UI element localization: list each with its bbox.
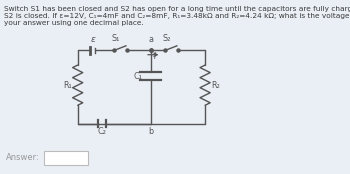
Text: R₂: R₂ <box>212 81 220 90</box>
Text: R₁: R₁ <box>63 81 72 90</box>
Text: I: I <box>154 52 156 61</box>
Text: Switch S1 has been closed and S2 has open for a long time until the capacitors a: Switch S1 has been closed and S2 has ope… <box>4 6 350 12</box>
Text: S2 is closed. If ε=12V, C₁=4mF and C₂=8mF, R₁=3.48kΩ and R₂=4.24 kΩ; what is the: S2 is closed. If ε=12V, C₁=4mF and C₂=8m… <box>4 13 350 19</box>
Text: S₁: S₁ <box>112 34 120 43</box>
Text: C₂: C₂ <box>97 127 106 136</box>
Text: Answer:: Answer: <box>6 153 40 163</box>
Text: C₁: C₁ <box>134 72 142 81</box>
Text: your answer using one decimal place.: your answer using one decimal place. <box>4 20 144 26</box>
Text: b: b <box>148 127 153 136</box>
Text: S₂: S₂ <box>163 34 171 43</box>
FancyBboxPatch shape <box>44 151 88 165</box>
Text: ε: ε <box>90 35 95 44</box>
Text: a: a <box>148 35 153 44</box>
